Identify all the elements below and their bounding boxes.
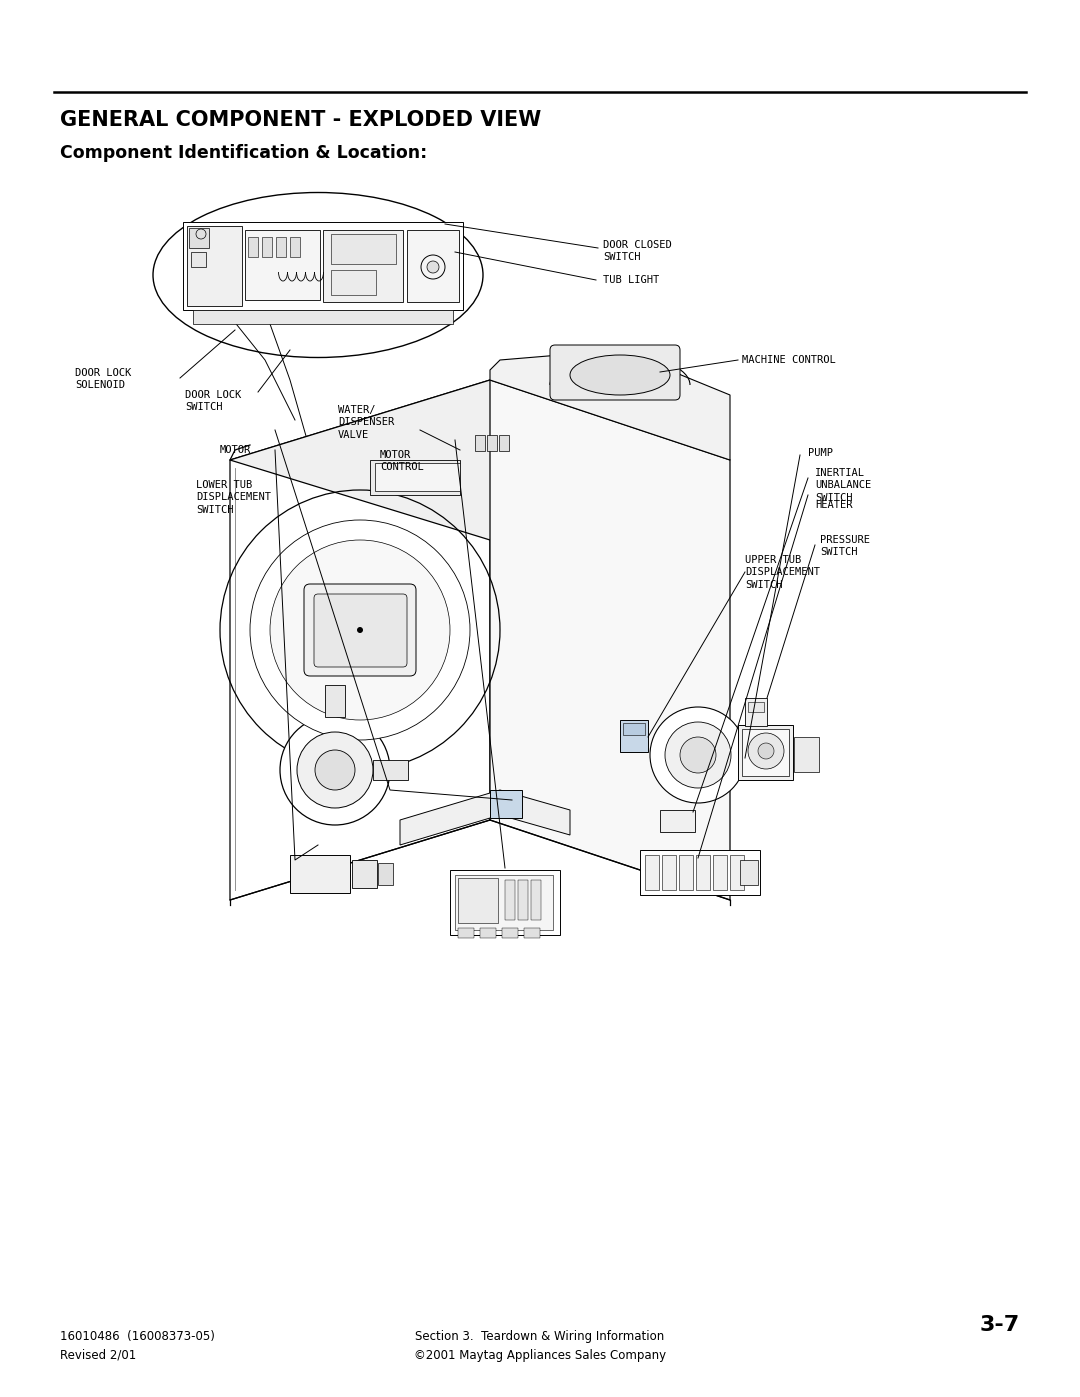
Circle shape [249,520,470,740]
Circle shape [357,627,363,633]
Circle shape [680,738,716,773]
Text: 16010486  (16008373-05)
Revised 2/01: 16010486 (16008373-05) Revised 2/01 [60,1330,215,1362]
Text: 3-7: 3-7 [980,1315,1020,1336]
Polygon shape [490,380,730,900]
Text: PRESSURE
SWITCH: PRESSURE SWITCH [820,535,870,557]
Bar [187,226,242,306]
Circle shape [280,715,390,826]
Bar [679,855,693,890]
Bar [325,685,345,717]
Bar [730,855,744,890]
Bar [713,855,727,890]
FancyBboxPatch shape [303,584,416,676]
Bar [262,237,272,257]
Bar [183,222,463,310]
Bar [248,237,258,257]
Circle shape [748,733,784,768]
Bar [662,855,676,890]
Text: DOOR CLOSED
SWITCH: DOOR CLOSED SWITCH [603,240,672,263]
Bar [748,703,764,712]
Text: LOWER TUB
DISPLACEMENT
SWITCH: LOWER TUB DISPLACEMENT SWITCH [195,481,271,515]
Text: TUB LIGHT: TUB LIGHT [603,275,659,285]
Text: GENERAL COMPONENT - EXPLODED VIEW: GENERAL COMPONENT - EXPLODED VIEW [60,110,541,130]
Bar [373,760,408,780]
Text: UPPER TUB
DISPLACEMENT
SWITCH: UPPER TUB DISPLACEMENT SWITCH [745,555,820,590]
Bar [276,237,286,257]
Bar [480,928,496,937]
Bar [645,855,659,890]
Bar [323,231,403,302]
Bar [291,855,350,893]
Bar [696,855,710,890]
Polygon shape [230,380,490,900]
Text: MOTOR: MOTOR [220,446,252,455]
Bar [455,875,553,930]
Bar [330,270,376,295]
Bar [475,434,485,451]
Bar [499,434,509,451]
FancyBboxPatch shape [640,849,760,895]
Text: WATER/
DISPENSER
VALVE: WATER/ DISPENSER VALVE [338,405,394,440]
Bar [502,928,518,937]
Polygon shape [400,789,570,845]
Bar [524,928,540,937]
Bar [738,725,793,780]
Bar [193,310,453,324]
Bar [352,861,377,888]
Text: HEATER: HEATER [815,500,852,510]
Circle shape [427,261,438,272]
Bar [458,928,474,937]
Bar [745,698,767,726]
Polygon shape [230,380,730,541]
Bar [742,729,789,775]
Bar [245,231,320,300]
Bar [191,251,206,267]
Bar [490,789,522,819]
Bar [407,231,459,302]
Bar [794,738,819,773]
Bar [487,434,497,451]
Text: DOOR LOCK
SWITCH: DOOR LOCK SWITCH [185,390,241,412]
Bar [370,460,460,495]
Circle shape [650,707,746,803]
Text: Component Identification & Location:: Component Identification & Location: [60,144,428,162]
FancyBboxPatch shape [550,345,680,400]
Circle shape [758,743,774,759]
Circle shape [270,541,450,719]
Text: PUMP: PUMP [808,448,833,458]
Bar [330,235,396,264]
Text: Section 3.  Teardown & Wiring Information
©2001 Maytag Appliances Sales Company: Section 3. Teardown & Wiring Information… [414,1330,666,1362]
Circle shape [665,722,731,788]
Bar [458,877,498,923]
Bar [660,810,696,833]
Bar [531,880,541,921]
Bar [518,880,528,921]
Bar [620,719,648,752]
FancyBboxPatch shape [450,870,561,935]
Polygon shape [490,351,730,460]
Bar [375,462,460,490]
Bar [740,861,758,886]
Text: MACHINE CONTROL: MACHINE CONTROL [742,355,836,365]
Circle shape [297,732,373,807]
Ellipse shape [570,355,670,395]
Text: MOTOR
CONTROL: MOTOR CONTROL [380,450,423,472]
Text: DOOR LOCK
SOLENOID: DOOR LOCK SOLENOID [75,367,132,390]
FancyBboxPatch shape [314,594,407,666]
Text: INERTIAL
UNBALANCE
SWITCH: INERTIAL UNBALANCE SWITCH [815,468,872,503]
Bar [291,237,300,257]
Bar [378,863,393,886]
Bar [189,228,210,249]
Bar [623,724,645,735]
Circle shape [315,750,355,789]
Bar [505,880,515,921]
